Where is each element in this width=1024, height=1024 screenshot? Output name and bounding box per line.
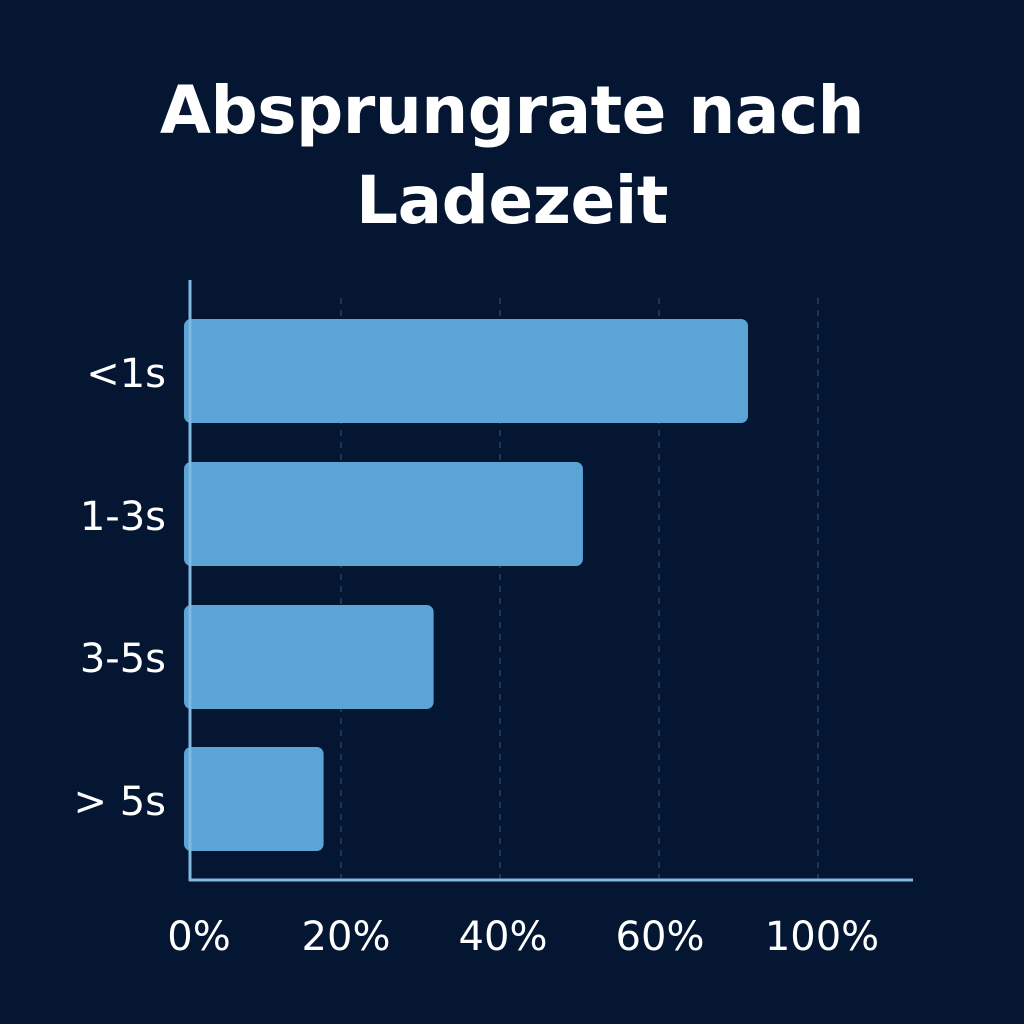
bars [184,319,748,851]
x-tick-labels: 0% 20% 40% 60% 100% [167,914,879,960]
x-tick-label: 40% [459,914,548,960]
x-tick-label: 60% [616,914,705,960]
bar [184,605,434,709]
category-label: > 5s [73,779,166,825]
bar [184,462,583,566]
bar [184,319,748,423]
category-labels: <1s 1-3s 3-5s > 5s [73,351,166,825]
category-label: 1-3s [80,494,166,540]
chart-title-line-2: Ladezeit [356,162,668,239]
bar [184,747,324,851]
chart-title: Absprungrate nach Ladezeit [0,66,1024,246]
chart-title-line-1: Absprungrate nach [159,72,865,149]
category-label: <1s [86,351,166,397]
x-tick-label: 20% [302,914,391,960]
x-tick-label: 0% [167,914,230,960]
x-tick-label: 100% [765,914,879,960]
category-label: 3-5s [80,636,166,682]
